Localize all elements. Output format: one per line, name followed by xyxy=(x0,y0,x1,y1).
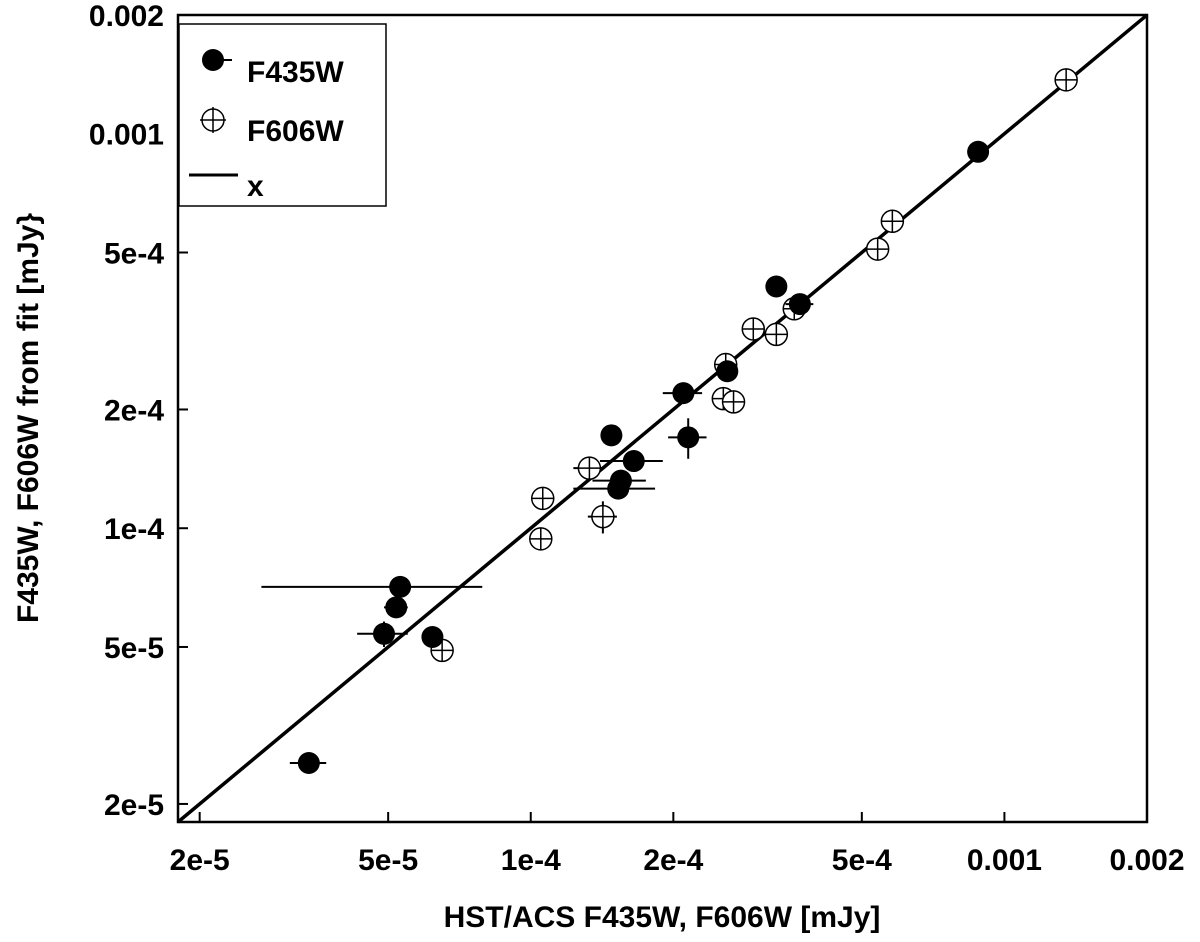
filled-circle-marker xyxy=(297,752,320,775)
data-point-f606w xyxy=(573,456,605,481)
x-tick-label: 5e-4 xyxy=(832,844,892,877)
x-tick-label: 5e-5 xyxy=(358,844,418,877)
legend: F435W F606W x xyxy=(178,23,387,207)
data-point-f435w xyxy=(599,450,663,473)
y-tick-label: 2e-4 xyxy=(104,394,164,427)
filled-circle-marker xyxy=(373,622,396,645)
data-point-f606w xyxy=(530,486,555,511)
data-point-f606w xyxy=(721,390,746,414)
axis-ticks: 2e-5 5e-5 1e-4 2e-4 5e-4 0.001 0.002 2e-5 5e-5 1e… xyxy=(89,0,1185,877)
data-point-f435w xyxy=(765,275,788,298)
data-point-f435w xyxy=(384,596,408,619)
filled-circle-marker xyxy=(765,275,788,298)
data-point-f435w xyxy=(357,621,408,647)
x-tick-label: 2e-5 xyxy=(170,844,230,877)
data-point-f435w xyxy=(668,418,707,459)
filled-circle-marker xyxy=(788,293,811,316)
x-tick-label: 1e-4 xyxy=(501,844,561,877)
x-tick-label: 0.002 xyxy=(1109,844,1184,877)
data-point-f606w xyxy=(741,317,766,341)
x-tick-label: 0.001 xyxy=(967,844,1042,877)
data-point-f435w xyxy=(600,424,623,447)
data-point-f435w xyxy=(967,140,990,163)
y-tick-label: 5e-4 xyxy=(104,237,164,270)
data-point-f435w xyxy=(573,477,656,500)
legend-label-f606w: F606W xyxy=(247,115,344,148)
y-tick-label: 1e-4 xyxy=(104,513,164,546)
data-point-f606w xyxy=(880,209,905,234)
data-points xyxy=(261,68,1078,775)
filled-circle-marker xyxy=(677,426,700,449)
y-axis-title: F435W, F606W from fit [mJy} xyxy=(12,213,45,623)
filled-circle-marker xyxy=(607,477,630,500)
filled-circle-marker xyxy=(967,140,990,163)
data-point-f606w xyxy=(1054,68,1078,92)
y-tick-label: 2e-5 xyxy=(104,789,164,822)
filled-circle-marker xyxy=(385,596,408,619)
filled-circle-marker xyxy=(622,450,645,473)
data-point-f435w xyxy=(716,360,739,383)
data-point-f435w xyxy=(289,752,327,775)
data-point-f606w xyxy=(865,237,890,261)
legend-label-f435w: F435W xyxy=(247,56,344,89)
data-point-f606w xyxy=(587,501,617,534)
filled-circle-marker xyxy=(421,625,444,648)
plot-frame xyxy=(176,13,1149,824)
filled-circle-marker xyxy=(389,575,412,598)
data-point-f606w xyxy=(764,322,789,347)
data-point-f435w xyxy=(662,382,703,405)
data-point-f606w xyxy=(529,527,553,551)
x-tick-label: 2e-4 xyxy=(643,844,703,877)
x-axis-title: HST/ACS F435W, F606W [mJy] xyxy=(444,901,881,934)
data-point-f435w xyxy=(421,625,444,648)
y-tick-label: 0.002 xyxy=(89,0,164,33)
y-tick-label: 0.001 xyxy=(89,119,164,152)
filled-circle-marker xyxy=(672,382,695,405)
legend-label-x: x xyxy=(247,170,264,203)
data-point-f435w xyxy=(785,293,814,316)
y-tick-label: 5e-5 xyxy=(104,632,164,665)
data-point-f435w xyxy=(261,575,483,598)
legend-marker-f606w xyxy=(200,107,226,133)
filled-circle-marker xyxy=(600,424,623,447)
legend-marker-f435w xyxy=(202,49,224,71)
filled-circle-marker xyxy=(716,360,739,383)
